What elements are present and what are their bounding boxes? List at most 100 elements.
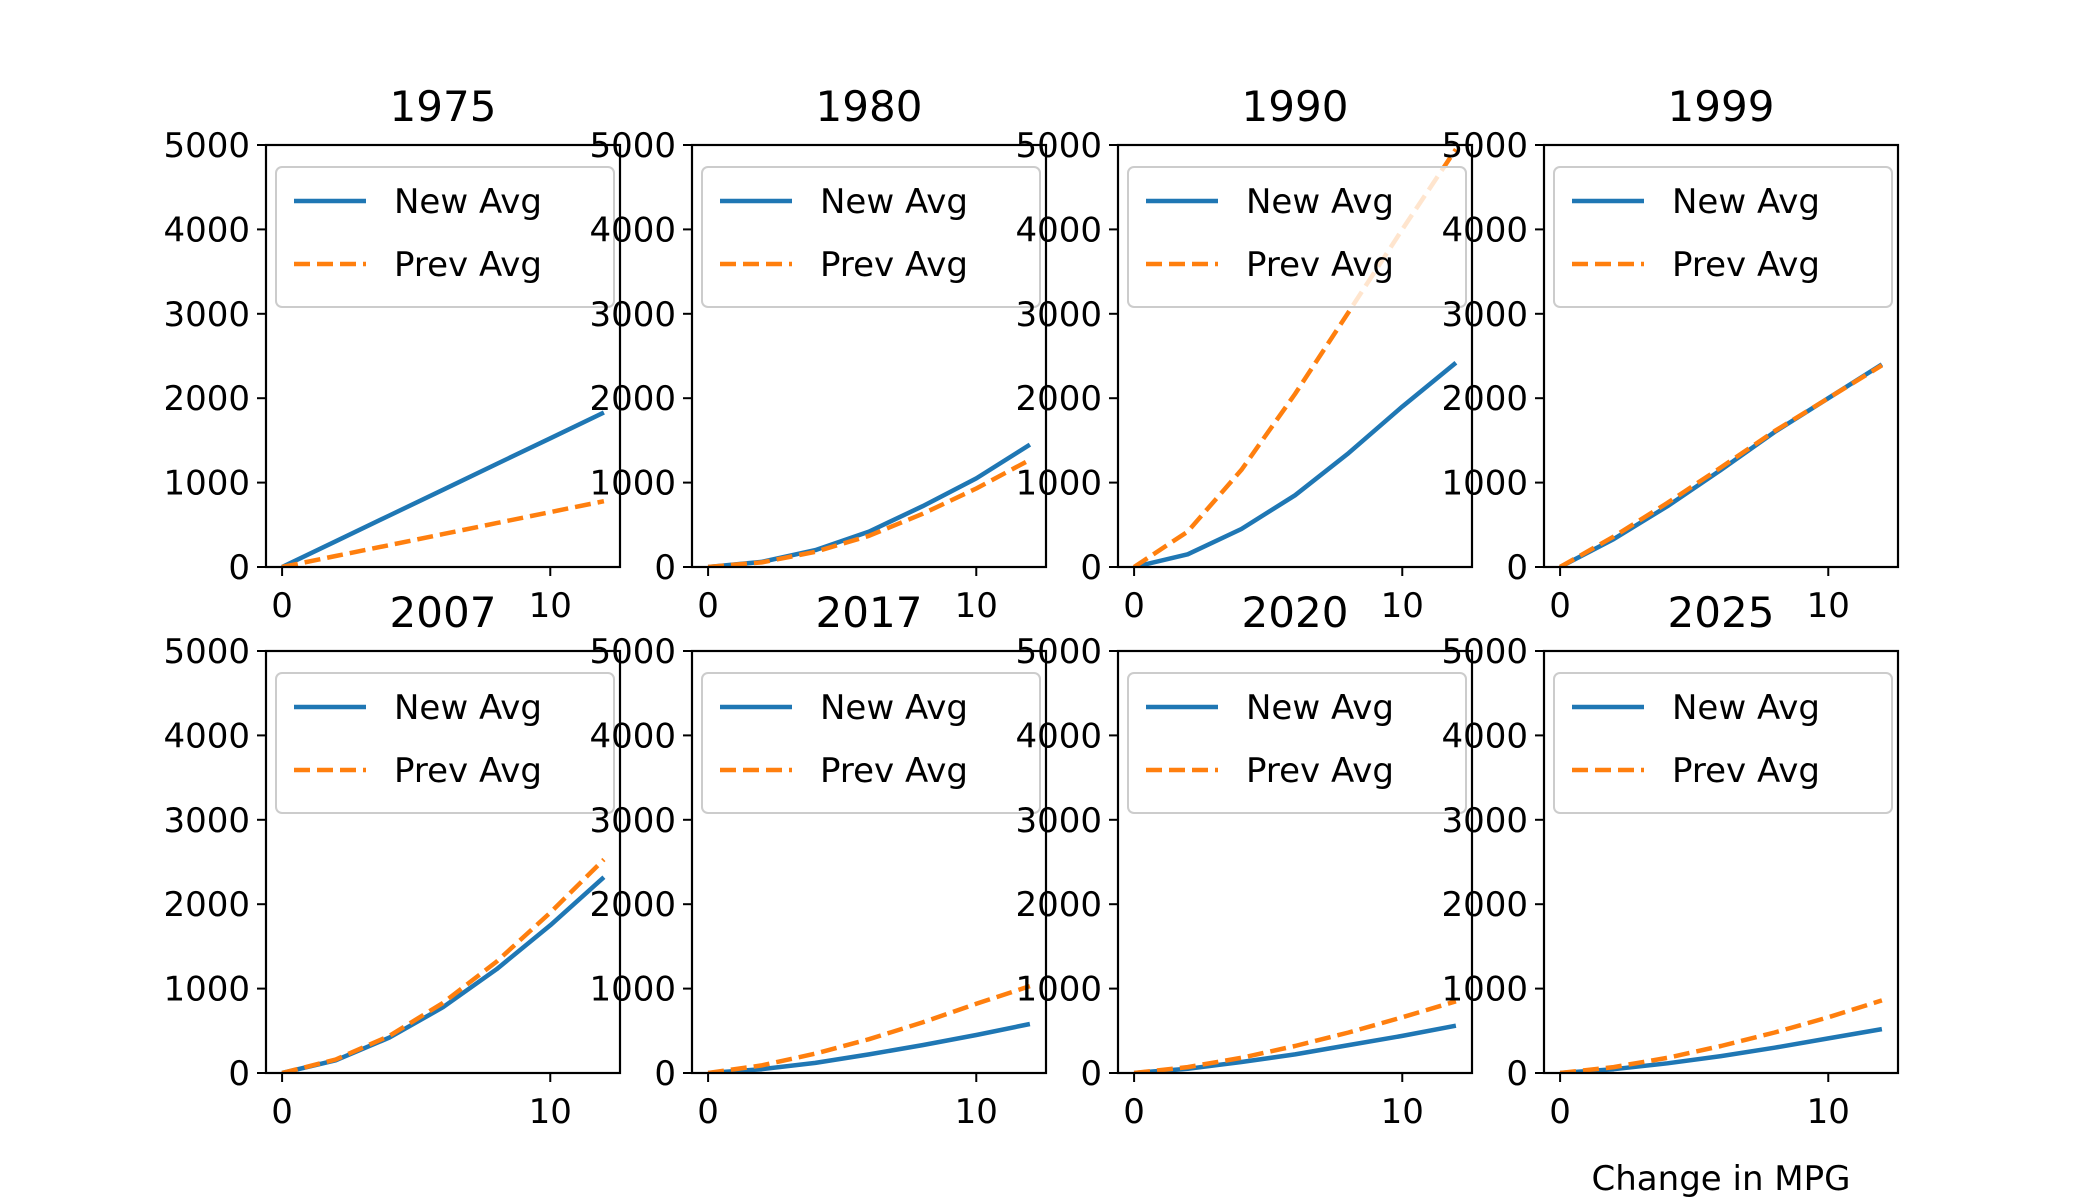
series-line-prev-avg xyxy=(1559,998,1883,1073)
axes-frame xyxy=(1116,649,1474,1075)
subplot-title: 1999 xyxy=(1668,82,1775,131)
y-tick-label: 5000 xyxy=(589,632,676,672)
y-tick-label: 3000 xyxy=(1441,801,1528,841)
y-tick-label: 0 xyxy=(1080,1054,1102,1094)
y-tick-label: 3000 xyxy=(589,801,676,841)
y-tick-label: 3000 xyxy=(163,801,250,841)
series-line-prev-avg xyxy=(281,857,606,1073)
x-tick-label: 0 xyxy=(697,586,719,626)
x-tick-label: 0 xyxy=(1123,586,1145,626)
y-tick-label: 3000 xyxy=(1015,295,1102,335)
y-tick-label: 5000 xyxy=(1015,632,1102,672)
plot-lines xyxy=(707,983,1031,1073)
subplot-title: 2020 xyxy=(1242,588,1349,637)
y-tick-label: 4000 xyxy=(1441,716,1528,756)
legend-label: New Avg xyxy=(820,688,968,728)
y-tick-label: 0 xyxy=(228,1054,250,1094)
legend: New Avg Prev Avg xyxy=(701,672,1041,814)
plot-lines xyxy=(707,442,1032,567)
subplot-2025: 0 1000 2000 3000 4000 5000 0 10 New Avg Prev Avg 2… xyxy=(1441,588,1900,1132)
y-tick-label: 1000 xyxy=(163,970,250,1010)
series-line-new-avg xyxy=(1133,361,1458,567)
x-tick-label: 0 xyxy=(1549,586,1571,626)
x-tick-label: 10 xyxy=(1807,1092,1850,1132)
y-tick-label: 1000 xyxy=(589,970,676,1010)
y-tick-label: 2000 xyxy=(1441,885,1528,925)
y-tick-label: 2000 xyxy=(1015,379,1102,419)
y-tick-label: 0 xyxy=(1506,1054,1528,1094)
legend-label: Prev Avg xyxy=(1672,245,1820,285)
subplot-title: 1980 xyxy=(816,82,923,131)
y-tick-label: 0 xyxy=(1080,548,1102,588)
axes-frame xyxy=(1542,649,1900,1075)
series-line-prev-avg xyxy=(707,457,1031,567)
axes-frame xyxy=(1542,143,1900,569)
y-tick-label: 4000 xyxy=(163,210,250,250)
y-tick-label: 5000 xyxy=(1441,632,1528,672)
axes-frame xyxy=(690,649,1048,1075)
y-tick-label: 4000 xyxy=(1015,716,1102,756)
legend: New Avg Prev Avg xyxy=(1127,166,1467,308)
legend-label: Prev Avg xyxy=(1672,751,1820,791)
y-tick-label: 0 xyxy=(654,1054,676,1094)
subplot-2007: 0 1000 2000 3000 4000 5000 0 10 New Avg Prev Avg 2… xyxy=(163,588,622,1132)
legend: New Avg Prev Avg xyxy=(1553,166,1893,308)
y-tick-label: 2000 xyxy=(1441,379,1528,419)
subplot-1975: 0 1000 2000 3000 4000 5000 0 10 New Avg Prev Avg 1… xyxy=(163,82,622,626)
legend-label: Prev Avg xyxy=(394,245,542,285)
y-tick-label: 5000 xyxy=(589,126,676,166)
plot-lines xyxy=(281,410,605,567)
axes-frame xyxy=(1116,143,1474,569)
y-tick-label: 0 xyxy=(1506,548,1528,588)
y-tick-label: 4000 xyxy=(589,210,676,250)
subplot-1999: 0 1000 2000 3000 4000 5000 0 10 New Avg Prev Avg 1… xyxy=(1441,82,1900,626)
legend: New Avg Prev Avg xyxy=(1127,672,1467,814)
series-line-prev-avg xyxy=(1558,363,1884,567)
series-line-prev-avg xyxy=(1132,147,1458,567)
y-tick-label: 5000 xyxy=(163,632,250,672)
plot-lines xyxy=(281,857,606,1073)
y-tick-label: 5000 xyxy=(163,126,250,166)
y-tick-label: 0 xyxy=(228,548,250,588)
legend-label: Prev Avg xyxy=(1246,751,1394,791)
x-tick-label: 10 xyxy=(955,1092,998,1132)
axes-frame xyxy=(264,649,622,1075)
y-tick-label: 0 xyxy=(654,548,676,588)
series-line-prev-avg xyxy=(281,498,605,567)
series-line-prev-avg xyxy=(707,983,1031,1073)
y-tick-label: 1000 xyxy=(1441,464,1528,504)
y-tick-label: 1000 xyxy=(163,464,250,504)
x-tick-label: 0 xyxy=(1549,1092,1571,1132)
subplot-2020: 0 1000 2000 3000 4000 5000 0 10 New Avg Prev Avg 2… xyxy=(1015,588,1474,1132)
y-tick-label: 2000 xyxy=(1015,885,1102,925)
y-tick-label: 2000 xyxy=(163,885,250,925)
legend-label: New Avg xyxy=(1672,688,1820,728)
series-line-new-avg xyxy=(707,442,1032,567)
legend-label: New Avg xyxy=(394,182,542,222)
y-tick-label: 3000 xyxy=(589,295,676,335)
y-tick-label: 4000 xyxy=(589,716,676,756)
x-tick-label: 10 xyxy=(1807,586,1850,626)
subplot-title: 1975 xyxy=(390,82,497,131)
y-tick-label: 1000 xyxy=(1015,970,1102,1010)
y-tick-label: 3000 xyxy=(1015,801,1102,841)
y-tick-label: 3000 xyxy=(1441,295,1528,335)
y-tick-label: 1000 xyxy=(1015,464,1102,504)
legend-label: Prev Avg xyxy=(820,245,968,285)
axes-frame xyxy=(264,143,622,569)
y-tick-label: 4000 xyxy=(163,716,250,756)
subplot-title: 2025 xyxy=(1668,588,1775,637)
legend-label: New Avg xyxy=(820,182,968,222)
series-line-new-avg xyxy=(281,410,605,567)
x-tick-label: 0 xyxy=(1123,1092,1145,1132)
x-tick-label: 10 xyxy=(529,1092,572,1132)
legend-label: New Avg xyxy=(394,688,542,728)
x-tick-label: 10 xyxy=(955,586,998,626)
x-tick-label: 0 xyxy=(697,1092,719,1132)
legend-label: Prev Avg xyxy=(820,751,968,791)
x-tick-label: 0 xyxy=(271,586,293,626)
subplot-1990: 0 1000 2000 3000 4000 5000 0 10 New Avg Prev Avg 1… xyxy=(1015,82,1474,626)
legend-label: Prev Avg xyxy=(1246,245,1394,285)
y-tick-label: 2000 xyxy=(163,379,250,419)
subplot-1980: 0 1000 2000 3000 4000 5000 0 10 New Avg Prev Avg 1… xyxy=(589,82,1048,626)
